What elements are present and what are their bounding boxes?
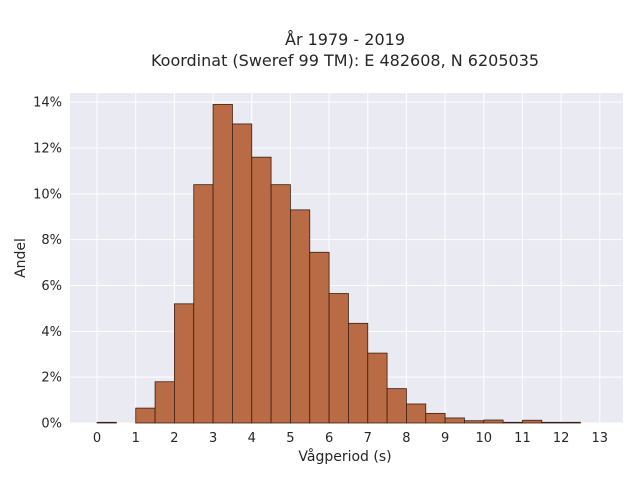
tick-labels: 0%2%4%6%8%10%12%14%0 1 2 3 4 5 6 7 8 9 10 11 12 13 (33, 96, 608, 446)
x-tick-label: 8 (402, 431, 410, 446)
y-tick-label: 8% (41, 233, 62, 248)
histogram-bar (96, 421, 117, 424)
y-tick-label: 2% (41, 371, 62, 386)
x-tick-label: 7 (364, 431, 372, 446)
histogram-bar (154, 381, 175, 424)
histogram-bar (348, 322, 369, 424)
histogram-bar (483, 419, 504, 424)
histogram-bar (290, 209, 311, 424)
x-tick-label: 12 (553, 431, 570, 446)
chart-title-line-1: År 1979 - 2019 (285, 30, 405, 49)
histogram-bar (193, 184, 214, 424)
x-tick-label: 2 (170, 431, 178, 446)
y-tick-label: 12% (33, 142, 62, 157)
histogram-bar (251, 156, 272, 424)
histogram-bar (406, 403, 427, 424)
histogram-bar (232, 123, 253, 424)
bars (96, 104, 581, 424)
x-tick-label: 3 (209, 431, 217, 446)
histogram-bar (522, 419, 543, 424)
y-tick-label: 14% (33, 96, 62, 111)
histogram-bar (367, 352, 388, 424)
histogram-bar (444, 417, 465, 424)
x-tick-label: 5 (286, 431, 294, 446)
histogram-bar (464, 420, 485, 424)
x-tick-label: 9 (441, 431, 449, 446)
x-tick-label: 10 (476, 431, 493, 446)
histogram-bar (386, 388, 407, 424)
x-tick-label: 6 (325, 431, 333, 446)
histogram-bar (425, 412, 446, 424)
histogram-bar (212, 104, 233, 424)
x-tick-label: 13 (592, 431, 609, 446)
histogram-bar (270, 184, 291, 424)
y-tick-label: 10% (33, 187, 62, 202)
y-axis-label: Andel (13, 238, 29, 278)
chart-title-line-2: Koordinat (Sweref 99 TM): E 482608, N 62… (151, 51, 539, 70)
x-tick-label: 11 (514, 431, 531, 446)
histogram-bar (541, 421, 562, 424)
x-tick-label: 1 (132, 431, 140, 446)
histogram-bar (135, 407, 156, 424)
histogram-bar (174, 303, 195, 424)
histogram-bar (560, 421, 581, 424)
y-tick-label: 6% (41, 279, 62, 294)
x-axis-label: Vågperiod (s) (298, 448, 391, 465)
histogram-bar (309, 251, 330, 424)
histogram-bar (502, 421, 523, 424)
y-tick-label: 0% (41, 417, 62, 432)
y-tick-label: 4% (41, 325, 62, 340)
x-tick-label: 4 (248, 431, 256, 446)
histogram-bar (328, 293, 349, 424)
x-tick-label: 0 (93, 431, 101, 446)
